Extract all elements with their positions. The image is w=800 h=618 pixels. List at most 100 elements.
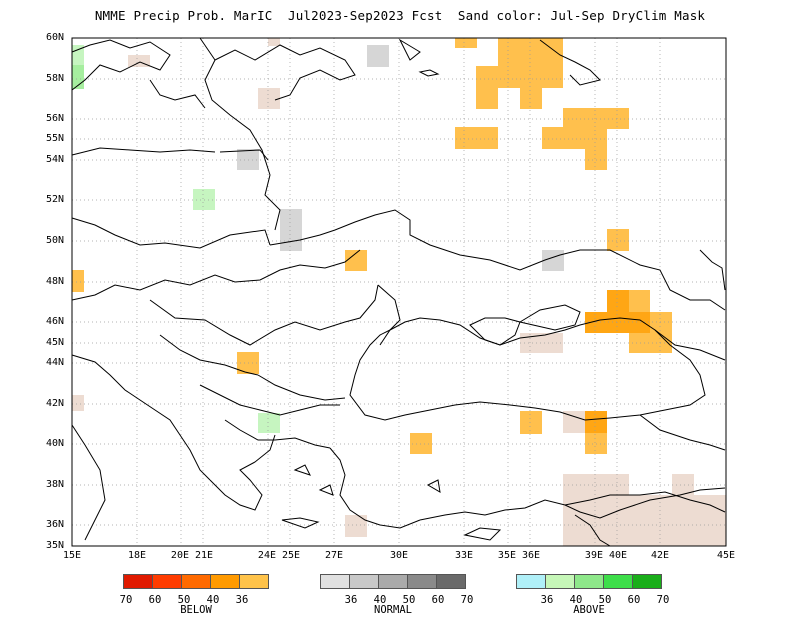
border: [564, 487, 726, 519]
probability-cell-below-36: [585, 149, 607, 170]
probability-cell-below-36: [498, 38, 563, 88]
probability-cell-dry-mask: [72, 395, 84, 411]
island: [318, 484, 334, 496]
crimea: [469, 317, 521, 346]
coastline: [209, 434, 276, 511]
probability-cell-dry-mask: [520, 333, 563, 353]
legend-above-tick: 70: [656, 594, 670, 606]
legend-swatch: [604, 575, 633, 588]
coastline: [71, 424, 106, 541]
probability-cell-below-36: [455, 127, 498, 149]
legend-normal-tick: 50: [402, 594, 416, 606]
coastline: [214, 44, 356, 101]
map-frame: [71, 37, 727, 547]
probability-cell-below-36: [520, 411, 542, 434]
legend-above-tick: 40: [569, 594, 583, 606]
probability-cell-below-36: [345, 250, 367, 271]
probability-cell-dry-mask: [672, 474, 694, 495]
legend-below-title: BELOW: [180, 604, 212, 616]
probability-cell-dry-mask: [563, 411, 585, 433]
border: [199, 384, 340, 416]
latitude-tick-label: 55N: [45, 133, 64, 144]
probability-cell-normal-36: [367, 45, 389, 67]
legend-swatch: [211, 575, 240, 588]
island: [426, 479, 441, 493]
latitude-tick-label: 54N: [45, 154, 64, 165]
legend-above-colorbar: [516, 574, 662, 589]
latitude-tick-label: 44N: [45, 357, 64, 368]
longitude-tick-label: 30E: [389, 550, 409, 561]
latitude-tick-label: 60N: [45, 32, 64, 43]
coastline: [199, 37, 281, 231]
coastline: [418, 69, 440, 77]
border: [257, 374, 346, 401]
probability-cell-below-36: [542, 127, 607, 149]
longitude-tick-label: 20E 21E: [170, 550, 214, 561]
legend-below-tick: 70: [119, 594, 133, 606]
probability-cell-below-40: [585, 312, 650, 333]
border: [219, 149, 269, 161]
coastline: [71, 354, 211, 481]
legend-swatch: [379, 575, 408, 588]
legend-normal-tick: 70: [460, 594, 474, 606]
probability-cell-dry-mask: [345, 515, 367, 537]
latitude-tick-label: 45N: [45, 337, 64, 348]
cyprus: [463, 527, 502, 541]
probability-cell-below-36: [72, 270, 84, 292]
latitude-tick-label: 40N: [45, 438, 64, 449]
latitude-tick-label: 50N: [45, 235, 64, 246]
probability-cell-below-40: [585, 411, 607, 433]
coastlines-and-borders: [71, 37, 726, 547]
border: [71, 217, 271, 249]
probability-cell-normal-36: [542, 250, 564, 271]
island: [281, 517, 320, 529]
latitude-tick-label: 42N: [45, 398, 64, 409]
legend-swatch: [321, 575, 350, 588]
latitude-tick-label: 38N: [45, 479, 64, 490]
legend-swatch: [546, 575, 575, 588]
legend-above-tick: 60: [627, 594, 641, 606]
legend-swatch: [437, 575, 465, 588]
legend-normal-tick: 36: [344, 594, 358, 606]
probability-cell-below-36: [563, 108, 629, 129]
longitude-tick-label: 45E: [716, 550, 736, 561]
legend-below-tick: 50: [177, 594, 191, 606]
coastline: [398, 38, 421, 61]
border: [159, 334, 259, 376]
coastline: [539, 39, 601, 86]
latitude-tick-label: 56N: [45, 113, 64, 124]
longitude-tick-label: 15E: [62, 550, 82, 561]
latitude-tick-label: 35N: [45, 540, 64, 551]
legend-swatch: [633, 575, 661, 588]
legend-normal-tick: 40: [373, 594, 387, 606]
probability-cell-below-36: [455, 38, 477, 48]
longitude-tick-label: 27E: [324, 550, 344, 561]
legend-below-tick: 40: [206, 594, 220, 606]
legend-swatch: [182, 575, 211, 588]
azov-sea: [518, 304, 581, 331]
legend-swatch: [517, 575, 546, 588]
island: [293, 464, 311, 476]
probability-cell-dry-mask: [629, 495, 726, 546]
longitude-tick-label: 24E 25E: [257, 550, 301, 561]
border: [224, 419, 331, 449]
longitude-tick-label: 33E: [454, 550, 474, 561]
probability-cell-below-36: [520, 88, 542, 109]
legend-normal-tick: 60: [431, 594, 445, 606]
legend-normal-title: NORMAL: [374, 604, 412, 616]
legend-swatch: [350, 575, 379, 588]
probability-cells: [72, 38, 726, 546]
legend-above-tick: 50: [598, 594, 612, 606]
probability-cell-above-36: [258, 413, 280, 433]
coastline: [149, 79, 206, 109]
border: [639, 414, 726, 451]
border: [654, 329, 726, 361]
probability-cell-below-36: [476, 66, 498, 109]
latitude-tick-label: 48N: [45, 276, 64, 287]
probability-cell-below-36: [585, 433, 607, 454]
legend-below-colorbar: [123, 574, 269, 589]
coastline: [329, 447, 421, 529]
legend-above-tick: 36: [540, 594, 554, 606]
probability-cell-above-36: [72, 45, 84, 65]
